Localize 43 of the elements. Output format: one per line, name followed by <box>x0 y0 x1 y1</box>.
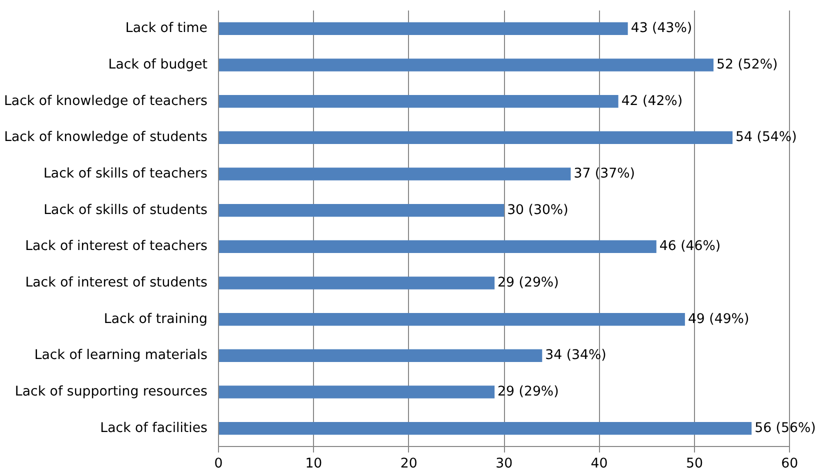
data-label: 54 (54%) <box>736 130 797 146</box>
y-tick-label: Lack of interest of students <box>25 276 208 290</box>
data-label: 46 (46%) <box>659 239 721 254</box>
bar <box>218 94 618 108</box>
y-tick-label: Lack of training <box>104 312 208 327</box>
bar <box>218 58 714 72</box>
x-tick-label: 60 <box>781 456 798 470</box>
y-tick-label: Lack of knowledge of students <box>4 130 208 146</box>
x-tick-label: 20 <box>400 456 418 470</box>
y-tick-label: Lack of skills of students <box>44 202 208 218</box>
y-tick-label: Lack of facilities <box>100 420 208 436</box>
bar <box>218 386 495 398</box>
data-label: 37 (37%) <box>574 166 635 182</box>
data-label: 49 (49%) <box>688 312 750 327</box>
bar <box>218 131 733 144</box>
bar <box>218 22 628 36</box>
x-tick-label: 50 <box>686 456 703 470</box>
x-tick-label: 10 <box>305 456 322 470</box>
y-tick-label: Lack of interest of teachers <box>25 239 208 254</box>
bar <box>218 349 542 362</box>
y-tick-label: Lack of budget <box>108 58 208 72</box>
x-tick-label: 0 <box>214 456 223 470</box>
data-label: 43 (43%) <box>630 21 692 36</box>
data-label: 34 (34%) <box>545 348 606 364</box>
y-tick-label: Lack of learning materials <box>34 348 208 364</box>
data-label: 29 (29%) <box>498 384 559 400</box>
y-tick-label: Lack of skills of teachers <box>44 166 208 182</box>
x-tick-label: 30 <box>496 456 513 470</box>
y-tick-label: Lack of time <box>125 21 208 36</box>
bar <box>218 312 685 326</box>
y-tick-label: Lack of knowledge of teachers <box>4 94 208 109</box>
bar <box>218 276 495 290</box>
data-label: 30 (30%) <box>507 202 568 218</box>
bar <box>218 240 656 254</box>
y-tick-label: Lack of supporting resources <box>14 384 208 400</box>
data-label: 29 (29%) <box>498 276 559 290</box>
bar <box>218 168 571 180</box>
data-label: 42 (42%) <box>621 94 683 109</box>
bar <box>218 422 752 435</box>
bar <box>218 204 504 217</box>
data-label: 52 (52%) <box>716 58 778 72</box>
data-label: 56 (56%) <box>754 420 816 436</box>
x-tick-label: 40 <box>590 456 608 470</box>
